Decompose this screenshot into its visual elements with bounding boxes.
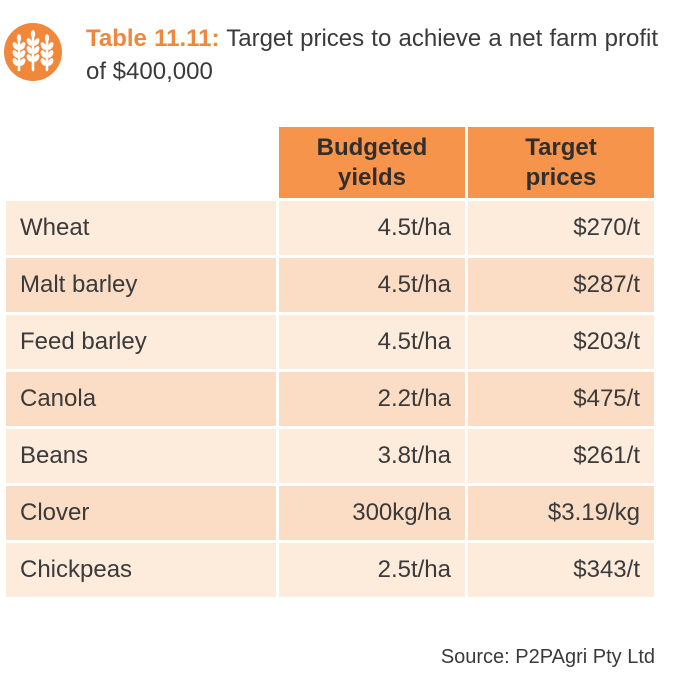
table-row: Clover 300kg/ha $3.19/kg [6, 486, 654, 540]
crop-cell: Canola [6, 372, 276, 426]
crop-cell: Malt barley [6, 258, 276, 312]
table-row: Canola 2.2t/ha $475/t [6, 372, 654, 426]
price-cell: $475/t [468, 372, 654, 426]
crop-cell: Wheat [6, 201, 276, 255]
crop-cell: Beans [6, 429, 276, 483]
table-row: Chickpeas 2.5t/ha $343/t [6, 543, 654, 597]
price-cell: $203/t [468, 315, 654, 369]
yield-cell: 4.5t/ha [279, 201, 465, 255]
wheat-icon [4, 23, 62, 81]
price-cell: $343/t [468, 543, 654, 597]
yield-cell: 4.5t/ha [279, 315, 465, 369]
yield-cell: 4.5t/ha [279, 258, 465, 312]
target-prices-table: Budgeted yields Target prices Wheat 4.5t… [3, 124, 657, 600]
table-row: Feed barley 4.5t/ha $203/t [6, 315, 654, 369]
crop-cell: Chickpeas [6, 543, 276, 597]
price-cell: $3.19/kg [468, 486, 654, 540]
table-header-row: Budgeted yields Target prices [6, 127, 654, 198]
table-number-label: Table 11.11: [86, 25, 220, 52]
table-row: Malt barley 4.5t/ha $287/t [6, 258, 654, 312]
yield-cell: 2.2t/ha [279, 372, 465, 426]
yield-cell: 3.8t/ha [279, 429, 465, 483]
yield-cell: 300kg/ha [279, 486, 465, 540]
table-caption: Table 11.11: Target prices to achieve a … [86, 22, 658, 88]
table-row: Beans 3.8t/ha $261/t [6, 429, 654, 483]
price-cell: $270/t [468, 201, 654, 255]
source-note: Source: P2PAgri Pty Ltd [440, 646, 655, 668]
header-target-prices: Target prices [468, 127, 654, 198]
price-cell: $287/t [468, 258, 654, 312]
table-row: Wheat 4.5t/ha $270/t [6, 201, 654, 255]
header-budgeted-yields: Budgeted yields [279, 127, 465, 198]
header-blank-cell [6, 127, 276, 198]
crop-cell: Clover [6, 486, 276, 540]
crop-cell: Feed barley [6, 315, 276, 369]
yield-cell: 2.5t/ha [279, 543, 465, 597]
table-caption-text: Target prices to achieve a net farm prof… [86, 25, 658, 85]
price-cell: $261/t [468, 429, 654, 483]
